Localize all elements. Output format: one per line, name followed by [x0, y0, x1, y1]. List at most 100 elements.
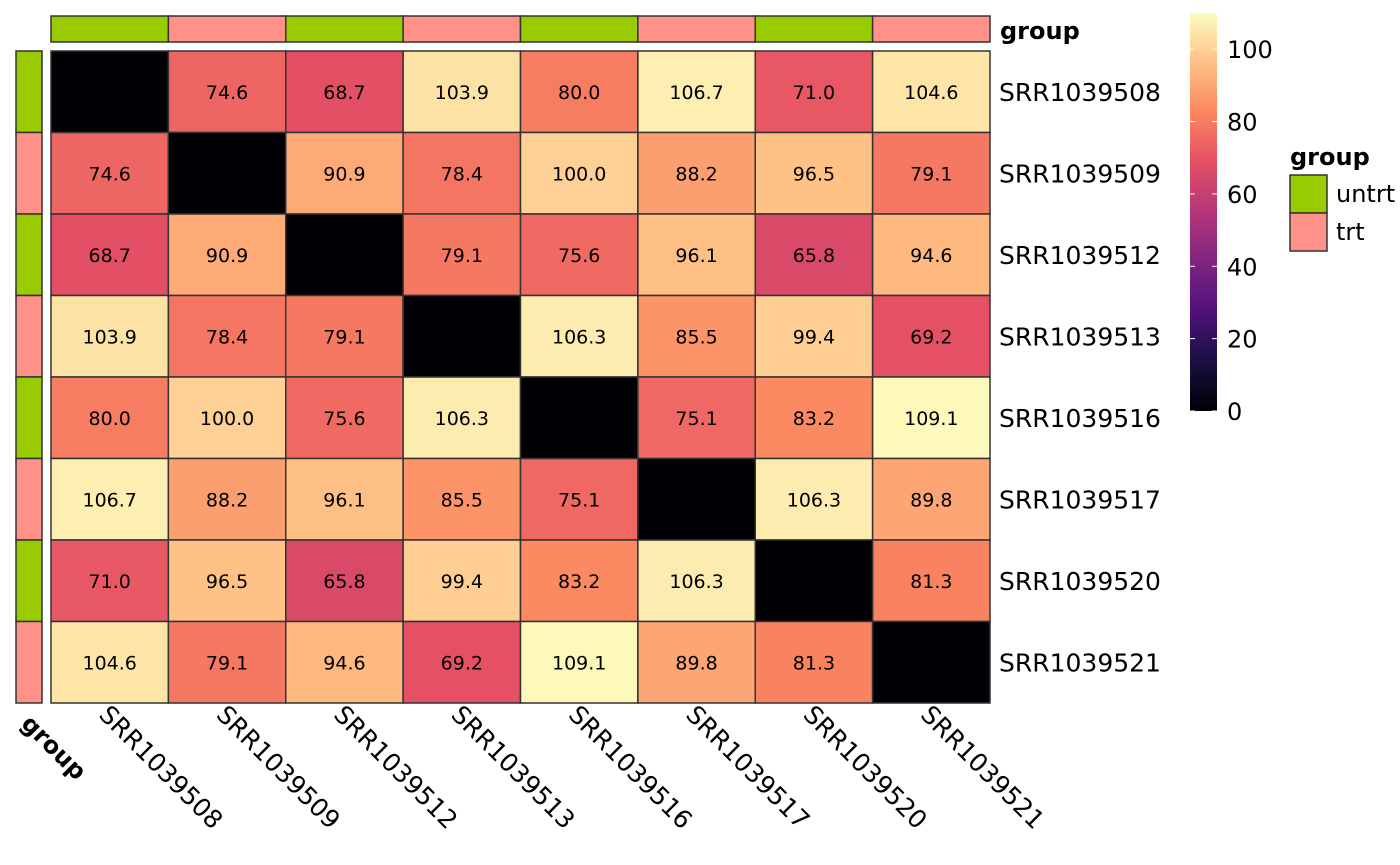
row-annotation-cell	[15, 294, 43, 378]
heatmap-cell	[402, 131, 522, 215]
cell-value-label: 65.8	[793, 245, 835, 267]
column-label: SRR1039513	[446, 700, 581, 835]
heatmap-cell	[754, 539, 874, 623]
column-annotation-cell	[50, 15, 170, 43]
cell-value-label: 68.7	[323, 82, 365, 104]
cell-value-label: 89.8	[910, 489, 952, 511]
colorbar-tick-label: 40	[1227, 253, 1258, 281]
cell-value-label: 109.1	[904, 408, 958, 430]
row-annotation-title: group	[16, 709, 92, 785]
cell-value-label: 80.0	[89, 408, 131, 430]
heatmap-cell	[871, 539, 991, 623]
heatmap-cells: 74.6 68.7 103.9 80.0 106.7 71.0 104.6 74.6 90.9 7…	[50, 50, 991, 704]
heatmap-cell	[167, 620, 287, 704]
heatmap-cell	[50, 50, 170, 134]
column-label: SRR1039521	[915, 700, 1050, 835]
legend-label: untrt	[1336, 180, 1395, 208]
cell-value-label: 75.6	[323, 408, 365, 430]
row-annotation-cell	[15, 131, 43, 215]
cell-value-label: 96.1	[323, 489, 365, 511]
group-legend: group untrt trt	[1289, 143, 1395, 252]
cell-value-label: 106.3	[669, 571, 723, 593]
cell-value-label: 79.1	[206, 652, 248, 674]
column-annotation-title: group	[1000, 17, 1080, 45]
heatmap-cell	[285, 376, 404, 460]
cell-value-label: 81.3	[910, 571, 952, 593]
cell-value-label: 106.3	[552, 326, 606, 348]
cell-value-label: 75.6	[558, 245, 600, 267]
colorbar-gradient	[1190, 13, 1217, 411]
colorbar-tick-label: 60	[1227, 181, 1258, 209]
cell-value-label: 103.9	[435, 82, 489, 104]
row-annotation-cell	[15, 376, 43, 460]
row-label: SRR1039508	[999, 78, 1161, 107]
cell-value-label: 79.1	[910, 163, 952, 185]
cell-value-label: 75.1	[558, 489, 600, 511]
heatmap-cell	[167, 294, 287, 378]
cell-value-label: 69.2	[910, 326, 952, 348]
heatmap-cell	[50, 539, 170, 623]
legend-label: trt	[1336, 218, 1365, 246]
cell-value-label: 88.2	[675, 163, 717, 185]
cell-value-label: 75.1	[675, 408, 717, 430]
heatmap-cell	[637, 539, 756, 623]
cell-value-label: 103.9	[82, 326, 136, 348]
heatmap-cell	[50, 457, 170, 541]
cell-value-label: 88.2	[206, 489, 248, 511]
cell-value-label: 79.1	[323, 326, 365, 348]
column-annotation-cell	[402, 15, 522, 43]
row-label: SRR1039517	[999, 485, 1161, 514]
row-label: SRR1039521	[999, 648, 1161, 677]
column-label: SRR1039509	[211, 700, 346, 835]
heatmap-cell	[637, 213, 756, 297]
legend-swatch	[1289, 212, 1328, 252]
cell-value-label: 96.1	[675, 245, 717, 267]
cell-value-label: 106.3	[787, 489, 841, 511]
cell-value-label: 74.6	[206, 82, 248, 104]
row-label: SRR1039512	[999, 241, 1161, 270]
cell-value-label: 104.6	[82, 652, 136, 674]
heatmap-cell	[637, 620, 756, 704]
heatmap-cell	[637, 457, 756, 541]
heatmap-cell	[754, 620, 874, 704]
column-annotation-cell	[871, 15, 991, 43]
cell-value-label: 71.0	[793, 82, 835, 104]
heatmap-cell	[519, 213, 639, 297]
row-label: SRR1039513	[999, 322, 1161, 351]
heatmap-cell	[871, 620, 991, 704]
heatmap-cell	[519, 539, 639, 623]
column-label: SRR1039520	[798, 700, 933, 835]
cell-value-label: 94.6	[323, 652, 365, 674]
heatmap-cell	[637, 131, 756, 215]
heatmap-cell	[167, 50, 287, 134]
cell-value-label: 81.3	[793, 652, 835, 674]
heatmap-cell	[167, 131, 287, 215]
row-label: SRR1039520	[999, 567, 1161, 596]
cell-value-label: 83.2	[558, 571, 600, 593]
heatmap-cell	[871, 294, 991, 378]
heatmap-cell	[871, 131, 991, 215]
heatmap-cell	[519, 457, 639, 541]
heatmap-cell	[402, 213, 522, 297]
cell-value-label: 80.0	[558, 82, 600, 104]
cell-value-label: 109.1	[552, 652, 606, 674]
column-annotation-cell	[637, 15, 756, 43]
cell-value-label: 90.9	[206, 245, 248, 267]
heatmap-cell	[519, 50, 639, 134]
row-annotation-cell	[15, 539, 43, 623]
column-label: SRR1039512	[328, 700, 463, 835]
heatmap-cell	[519, 294, 639, 378]
cell-value-label: 68.7	[89, 245, 131, 267]
heatmap-cell	[167, 457, 287, 541]
heatmap-cell	[871, 457, 991, 541]
heatmap-cell	[50, 376, 170, 460]
column-annotation	[50, 15, 991, 43]
column-label: SRR1039516	[563, 700, 698, 835]
cell-value-label: 74.6	[89, 163, 131, 185]
column-annotation-cell	[167, 15, 287, 43]
group-legend-title: group	[1290, 143, 1370, 171]
row-label: SRR1039516	[999, 404, 1161, 433]
heatmap-cell	[402, 50, 522, 134]
heatmap-cell	[402, 620, 522, 704]
